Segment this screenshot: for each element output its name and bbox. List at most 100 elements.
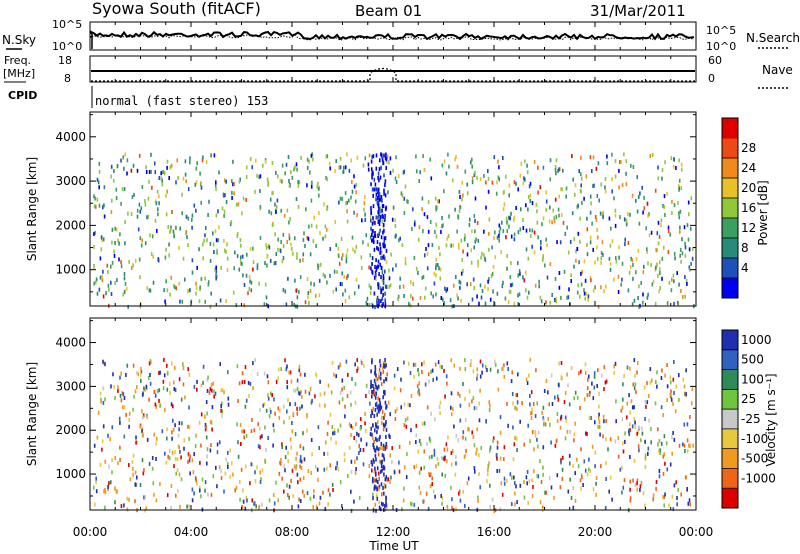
range-cell [145, 506, 148, 511]
range-cell [583, 259, 586, 264]
range-cell [686, 282, 688, 286]
range-cell [445, 288, 448, 293]
range-cell [319, 495, 322, 500]
range-cell [174, 423, 176, 428]
range-cell [422, 275, 425, 279]
range-cell [480, 446, 482, 451]
range-cell [513, 237, 516, 242]
range-cell [500, 250, 502, 255]
range-cell [526, 469, 529, 474]
range-cell [605, 379, 608, 384]
colorbar-segment [722, 238, 738, 259]
range-cell [614, 159, 617, 164]
range-cell [637, 296, 639, 300]
range-cell [491, 271, 494, 276]
range-cell [376, 496, 379, 501]
range-cell [299, 464, 301, 469]
range-cell [489, 483, 491, 488]
range-cell [319, 379, 321, 384]
range-cell [291, 421, 293, 425]
range-cell [377, 175, 379, 180]
range-cell [364, 195, 366, 199]
range-cell [237, 454, 240, 459]
range-cell [632, 276, 634, 281]
range-cell [625, 171, 627, 176]
range-cell [337, 365, 340, 370]
range-cell [104, 505, 106, 510]
range-cell [471, 164, 473, 169]
range-cell [412, 362, 415, 367]
range-cell [381, 252, 383, 257]
range-cell [289, 370, 292, 375]
range-cell [650, 427, 652, 432]
range-cell [576, 204, 579, 209]
range-cell [497, 159, 499, 164]
range-cell [226, 256, 229, 261]
range-cell [442, 297, 444, 302]
range-cell [384, 179, 387, 184]
range-cell [622, 449, 625, 454]
range-cell [374, 233, 377, 238]
range-cell [527, 423, 529, 428]
range-cell [326, 431, 329, 436]
range-cell [211, 427, 213, 432]
range-cell [208, 390, 211, 395]
range-cell [393, 373, 396, 378]
range-cell [594, 464, 596, 469]
range-cell [243, 380, 246, 384]
range-cell [286, 240, 288, 244]
range-cell [648, 233, 651, 238]
range-cell [141, 392, 144, 397]
range-cell [450, 462, 453, 467]
range-cell [636, 370, 638, 375]
range-cell [523, 176, 525, 181]
range-cell [492, 439, 494, 444]
range-cell [620, 282, 622, 287]
range-cell [566, 372, 568, 377]
range-cell [679, 247, 682, 252]
range-cell [602, 414, 605, 419]
range-cell [345, 253, 348, 258]
range-cell [249, 156, 252, 161]
range-cell [328, 161, 331, 166]
range-cell [225, 199, 228, 204]
range-cell [259, 470, 261, 475]
range-cell [140, 378, 142, 383]
range-cell [365, 442, 368, 447]
range-cell [287, 370, 290, 375]
range-cell [326, 280, 328, 285]
range-cell [119, 457, 121, 462]
range-cell [680, 186, 683, 191]
range-cell [387, 477, 390, 482]
range-cell [183, 446, 185, 451]
range-cell [403, 169, 406, 174]
range-cell [632, 165, 635, 169]
range-cell [432, 294, 434, 299]
range-cell [560, 375, 563, 380]
range-cell [206, 447, 209, 452]
range-cell [679, 253, 681, 258]
range-cell [247, 291, 249, 296]
range-cell [568, 453, 571, 458]
range-cell [395, 180, 398, 184]
range-cell [98, 203, 101, 208]
range-cell [556, 394, 559, 399]
range-cell [528, 479, 531, 484]
range-cell [279, 178, 282, 183]
range-cell [456, 293, 458, 298]
range-cell [325, 227, 328, 232]
range-cell [259, 235, 262, 240]
range-cell [371, 394, 373, 399]
range-cell [373, 484, 376, 489]
range-cell [156, 389, 159, 394]
range-cell [446, 236, 449, 241]
range-cell [331, 360, 334, 365]
range-cell [200, 277, 203, 281]
range-cell [383, 423, 386, 428]
range-cell [386, 154, 389, 159]
range-cell [464, 367, 467, 372]
range-cell [99, 391, 102, 396]
range-cell [374, 436, 377, 441]
range-cell [364, 156, 367, 161]
range-cell [350, 158, 352, 163]
